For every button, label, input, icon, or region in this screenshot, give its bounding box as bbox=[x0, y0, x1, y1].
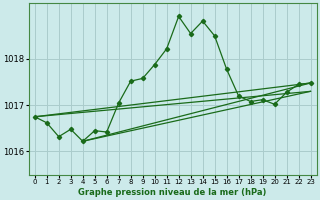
X-axis label: Graphe pression niveau de la mer (hPa): Graphe pression niveau de la mer (hPa) bbox=[78, 188, 267, 197]
